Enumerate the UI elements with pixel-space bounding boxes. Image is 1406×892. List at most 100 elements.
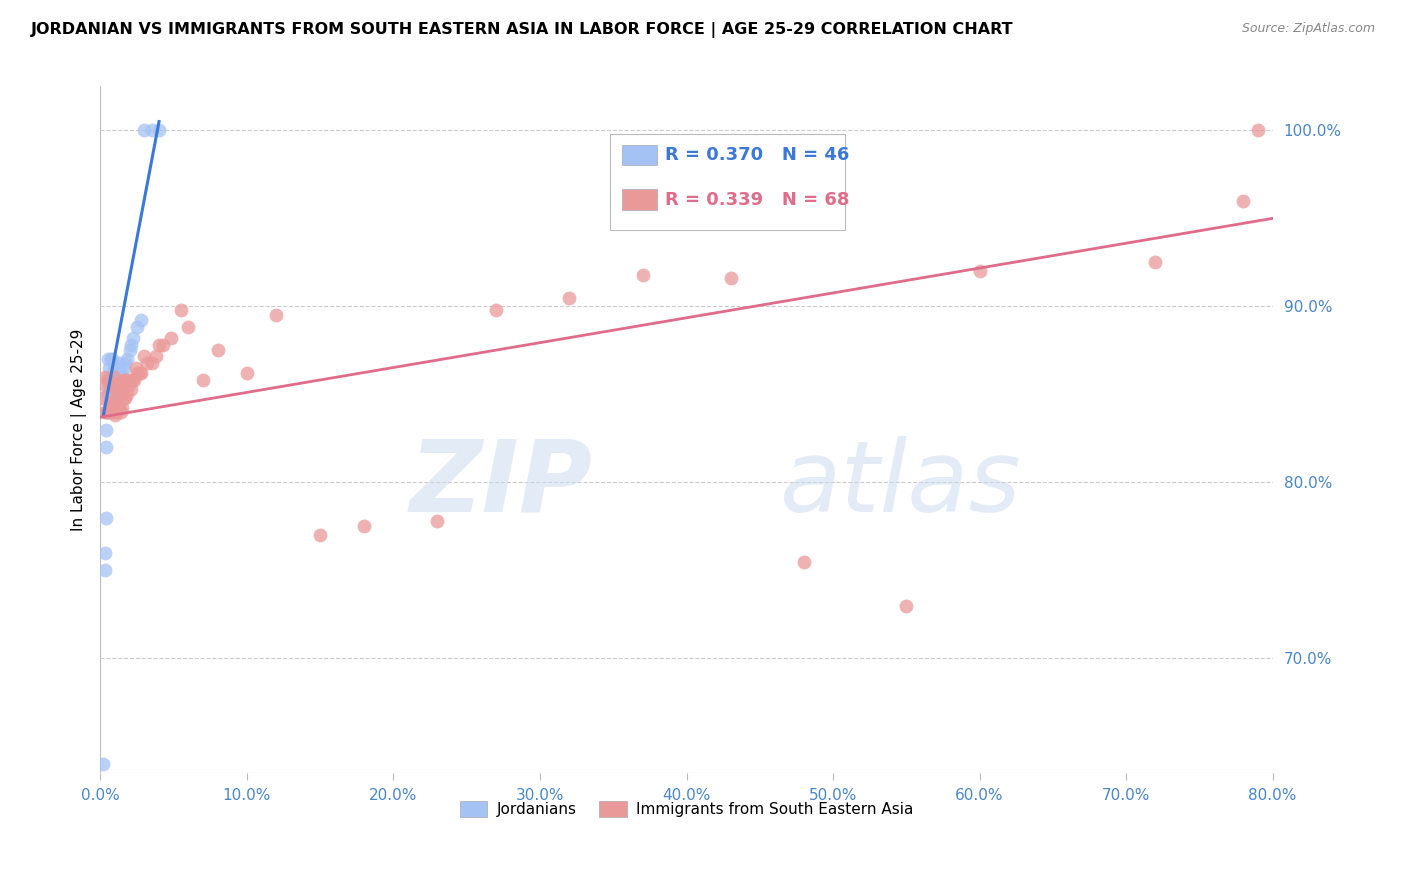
Point bbox=[121, 373, 143, 387]
Point bbox=[97, 405, 120, 419]
Point bbox=[131, 366, 153, 380]
Point bbox=[101, 396, 124, 410]
Point bbox=[108, 400, 131, 414]
Text: atlas: atlas bbox=[780, 436, 1022, 533]
Point bbox=[97, 369, 120, 384]
Point bbox=[94, 546, 117, 560]
Point bbox=[121, 331, 143, 345]
Point bbox=[104, 376, 127, 391]
Point bbox=[170, 302, 193, 317]
Point bbox=[120, 382, 142, 396]
Point bbox=[110, 366, 132, 380]
Point bbox=[145, 349, 167, 363]
Point bbox=[96, 405, 118, 419]
FancyBboxPatch shape bbox=[610, 135, 845, 230]
Point bbox=[152, 338, 174, 352]
Point bbox=[120, 338, 142, 352]
Point bbox=[1144, 255, 1167, 269]
Text: ZIP: ZIP bbox=[409, 436, 593, 533]
Point bbox=[96, 378, 118, 392]
Point bbox=[100, 396, 122, 410]
Point bbox=[1232, 194, 1254, 208]
Point bbox=[177, 320, 200, 334]
Point bbox=[100, 378, 122, 392]
Point bbox=[131, 313, 153, 327]
Point bbox=[117, 378, 139, 392]
Point bbox=[100, 369, 122, 384]
Point bbox=[558, 291, 581, 305]
FancyBboxPatch shape bbox=[621, 189, 657, 210]
Point bbox=[98, 405, 121, 419]
Point bbox=[105, 384, 128, 398]
Point bbox=[111, 369, 134, 384]
Point bbox=[94, 405, 117, 419]
Point bbox=[97, 352, 120, 367]
Point bbox=[96, 440, 118, 454]
Point bbox=[98, 361, 121, 376]
Point bbox=[110, 387, 132, 401]
Point bbox=[353, 519, 375, 533]
Point bbox=[96, 423, 118, 437]
Point bbox=[111, 401, 134, 416]
Point bbox=[114, 356, 136, 370]
Point bbox=[631, 268, 654, 282]
Point bbox=[112, 361, 135, 376]
Point bbox=[136, 356, 159, 370]
Point bbox=[94, 563, 117, 577]
Point bbox=[101, 378, 124, 392]
Point bbox=[191, 373, 214, 387]
Point bbox=[107, 380, 129, 394]
Point bbox=[104, 378, 127, 392]
Point bbox=[969, 264, 991, 278]
Point bbox=[141, 123, 163, 137]
Point bbox=[122, 373, 145, 387]
Point bbox=[114, 391, 136, 405]
Point bbox=[103, 369, 125, 384]
Point bbox=[148, 123, 170, 137]
Point bbox=[125, 320, 148, 334]
Point bbox=[105, 387, 128, 401]
Point bbox=[101, 352, 124, 367]
Point bbox=[134, 123, 156, 137]
Point bbox=[115, 387, 138, 401]
Point bbox=[108, 356, 131, 370]
FancyBboxPatch shape bbox=[621, 145, 657, 165]
Point bbox=[264, 308, 287, 322]
Point bbox=[129, 366, 152, 380]
Point bbox=[93, 756, 115, 771]
Point bbox=[100, 352, 122, 367]
Point bbox=[141, 356, 163, 370]
Point bbox=[104, 361, 127, 376]
Point bbox=[103, 391, 125, 405]
Point bbox=[112, 391, 135, 405]
Point bbox=[793, 555, 815, 569]
Point bbox=[105, 405, 128, 419]
Point bbox=[110, 405, 132, 419]
Point bbox=[105, 369, 128, 384]
Point bbox=[97, 405, 120, 419]
Point bbox=[94, 369, 117, 384]
Point bbox=[236, 366, 259, 380]
Point bbox=[111, 376, 134, 391]
Point bbox=[1247, 123, 1270, 137]
Point bbox=[124, 361, 146, 376]
Y-axis label: In Labor Force | Age 25-29: In Labor Force | Age 25-29 bbox=[72, 328, 87, 531]
Point bbox=[103, 400, 125, 414]
Text: R = 0.339   N = 68: R = 0.339 N = 68 bbox=[665, 191, 851, 209]
Text: R = 0.370   N = 46: R = 0.370 N = 46 bbox=[665, 146, 849, 164]
Point bbox=[98, 396, 121, 410]
Text: Source: ZipAtlas.com: Source: ZipAtlas.com bbox=[1241, 22, 1375, 36]
Point bbox=[485, 302, 508, 317]
Point bbox=[108, 369, 131, 384]
Point bbox=[103, 361, 125, 376]
Point bbox=[112, 373, 135, 387]
Point bbox=[104, 409, 127, 423]
Point bbox=[159, 331, 181, 345]
Point bbox=[101, 369, 124, 384]
Point bbox=[97, 373, 120, 387]
Point bbox=[148, 338, 170, 352]
Point bbox=[107, 400, 129, 414]
Text: JORDANIAN VS IMMIGRANTS FROM SOUTH EASTERN ASIA IN LABOR FORCE | AGE 25-29 CORRE: JORDANIAN VS IMMIGRANTS FROM SOUTH EASTE… bbox=[31, 22, 1014, 38]
Point bbox=[118, 373, 141, 387]
Point bbox=[107, 376, 129, 391]
